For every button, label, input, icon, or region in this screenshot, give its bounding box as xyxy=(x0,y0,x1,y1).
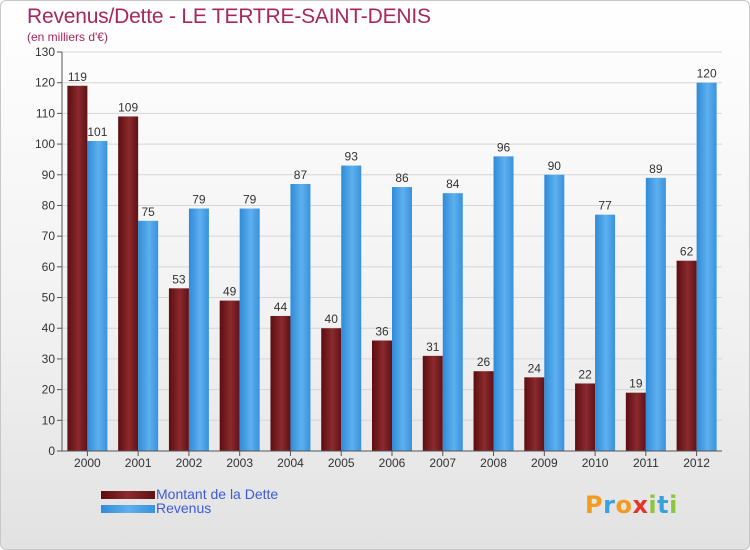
y-tick-label: 120 xyxy=(35,76,55,90)
data-label-revenus-2008: 96 xyxy=(497,140,511,154)
data-label-revenus-2003: 79 xyxy=(243,193,257,207)
data-label-revenus-2002: 79 xyxy=(192,193,206,207)
proxiti-logo: Proxiti xyxy=(585,491,678,519)
logo-letter: t xyxy=(657,491,670,519)
data-label-debt-2005: 40 xyxy=(325,312,339,326)
y-tick-label: 90 xyxy=(42,168,56,182)
bar-debt-2007 xyxy=(422,355,443,451)
bar-revenus-2003 xyxy=(239,208,260,451)
y-tick-label: 70 xyxy=(42,229,56,243)
bar-debt-2010 xyxy=(575,383,596,451)
y-tick-label: 20 xyxy=(42,383,56,397)
x-tick-label: 2012 xyxy=(683,456,710,470)
data-label-revenus-2000: 101 xyxy=(87,125,107,139)
x-tick-label: 2007 xyxy=(429,456,456,470)
data-label-debt-2003: 49 xyxy=(223,285,237,299)
data-label-debt-2011: 19 xyxy=(629,377,643,391)
chart-title: Revenus/Dette - LE TERTRE-SAINT-DENIS xyxy=(27,5,431,28)
data-label-revenus-2012: 120 xyxy=(697,67,717,81)
logo-letter: x xyxy=(632,491,649,519)
bar-revenus-2004 xyxy=(290,183,311,451)
x-tick-label: 2006 xyxy=(379,456,406,470)
data-label-debt-2012: 62 xyxy=(680,245,694,259)
bar-debt-2000 xyxy=(67,85,88,451)
bar-debt-2008 xyxy=(473,371,494,451)
bar-revenus-2009 xyxy=(544,174,565,451)
data-label-debt-2008: 26 xyxy=(477,355,491,369)
bar-revenus-2000 xyxy=(87,141,108,451)
x-tick-label: 2005 xyxy=(328,456,355,470)
data-label-revenus-2011: 89 xyxy=(649,162,663,176)
logo-letter: r xyxy=(603,491,616,519)
y-tick-label: 50 xyxy=(42,291,56,305)
y-tick-label: 0 xyxy=(48,444,55,458)
data-label-debt-2009: 24 xyxy=(528,361,542,375)
data-label-revenus-2010: 77 xyxy=(598,199,612,213)
data-label-debt-2000: 119 xyxy=(68,70,87,84)
legend-swatch-revenus xyxy=(101,505,155,513)
data-label-revenus-2009: 90 xyxy=(548,159,562,173)
bar-revenus-2012 xyxy=(696,82,717,451)
data-label-debt-2010: 22 xyxy=(578,367,592,381)
data-label-revenus-2001: 75 xyxy=(141,205,155,219)
bar-revenus-2001 xyxy=(138,220,159,451)
bar-debt-2006 xyxy=(372,340,392,451)
data-label-debt-2001: 109 xyxy=(118,100,138,114)
bar-revenus-2007 xyxy=(442,193,463,451)
data-label-revenus-2004: 87 xyxy=(294,168,308,182)
y-tick-label: 40 xyxy=(42,321,56,335)
x-tick-label: 2002 xyxy=(176,456,203,470)
chart-subtitle: (en milliers d'€) xyxy=(27,30,108,44)
y-tick-label: 60 xyxy=(42,260,56,274)
x-tick-label: 2003 xyxy=(226,456,253,470)
logo-letter: i xyxy=(669,491,678,519)
bar-debt-2005 xyxy=(321,328,342,451)
bar-revenus-2011 xyxy=(645,177,666,452)
bar-debt-2004 xyxy=(270,315,291,451)
bar-revenus-2010 xyxy=(595,214,616,451)
legend-swatch-debt xyxy=(101,491,155,499)
bar-debt-2003 xyxy=(219,300,240,451)
x-tick-label: 2001 xyxy=(125,456,152,470)
legend-label-debt: Montant de la Dette xyxy=(156,486,279,502)
y-tick-label: 100 xyxy=(35,137,55,151)
bar-debt-2011 xyxy=(625,392,646,451)
y-tick-label: 110 xyxy=(36,106,55,120)
x-tick-label: 2009 xyxy=(531,456,558,470)
x-tick-label: 2004 xyxy=(277,456,304,470)
bar-debt-2009 xyxy=(524,377,545,451)
data-label-revenus-2007: 84 xyxy=(446,177,460,191)
bar-debt-2001 xyxy=(118,116,139,451)
logo-letter: i xyxy=(648,491,658,519)
logo-letter: o xyxy=(615,491,633,519)
x-tick-label: 2000 xyxy=(74,456,101,470)
data-label-debt-2006: 36 xyxy=(375,325,389,339)
data-label-revenus-2005: 93 xyxy=(345,150,359,164)
bar-debt-2012 xyxy=(676,260,697,451)
data-label-debt-2007: 31 xyxy=(426,340,440,354)
x-tick-label: 2008 xyxy=(480,456,507,470)
data-label-debt-2002: 53 xyxy=(172,272,186,286)
x-tick-label: 2010 xyxy=(582,456,609,470)
y-tick-label: 30 xyxy=(42,352,56,366)
data-label-revenus-2006: 86 xyxy=(395,171,409,185)
y-tick-label: 130 xyxy=(35,45,55,59)
bar-revenus-2008 xyxy=(493,156,514,451)
bar-debt-2002 xyxy=(168,288,189,451)
y-tick-label: 10 xyxy=(42,413,56,427)
x-tick-label: 2011 xyxy=(633,456,659,470)
data-label-debt-2004: 44 xyxy=(274,300,288,314)
logo-letter: P xyxy=(585,491,604,519)
legend-label-revenus: Revenus xyxy=(156,500,212,516)
bar-revenus-2002 xyxy=(188,208,209,451)
bar-revenus-2006 xyxy=(392,187,412,452)
y-tick-label: 80 xyxy=(42,198,56,212)
bar-revenus-2005 xyxy=(341,165,362,452)
